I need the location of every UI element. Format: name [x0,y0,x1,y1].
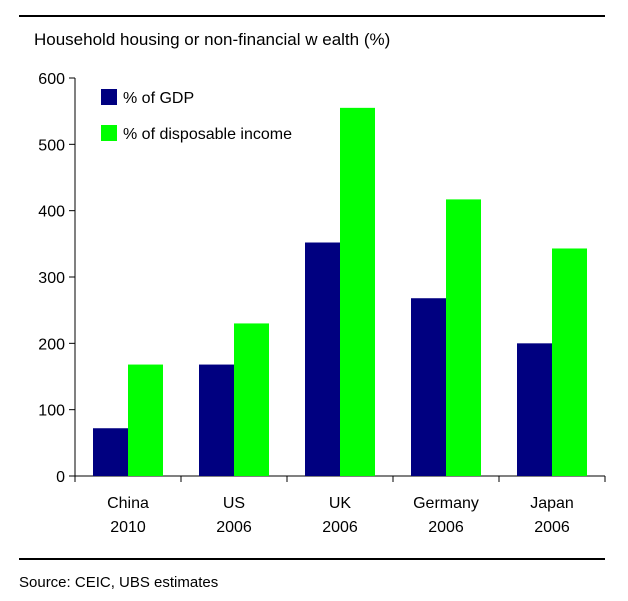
bar-gdp [199,364,234,476]
legend-label: % of GDP [123,90,194,107]
y-tick-label: 100 [38,403,65,420]
chart-title: Household housing or non-financial w eal… [34,30,391,49]
bar-disposable-income [446,199,481,476]
x-tick-label: 2006 [216,519,252,536]
y-tick-label: 0 [56,469,65,486]
legend-swatch [101,89,117,105]
y-tick-label: 500 [38,137,65,154]
bar-disposable-income [128,364,163,476]
x-tick-label: China [107,495,149,512]
x-tick-label: 2006 [322,519,358,536]
y-tick-label: 300 [38,270,65,287]
y-tick-label: 600 [38,71,65,88]
x-tick-label: UK [329,495,352,512]
x-tick-label: 2010 [110,519,146,536]
x-tick-label: Germany [413,495,479,512]
bar-disposable-income [552,248,587,476]
legend-swatch [101,125,117,141]
bar-gdp [93,428,128,476]
x-axis-labels: China 2010 US 2006 UK 2006 Germany 2006 Japan 200… [107,495,574,536]
y-tick-label: 400 [38,204,65,221]
chart-legend: % of GDP % of disposable income [101,89,292,143]
bar-disposable-income [234,323,269,476]
x-tick-label: 2006 [534,519,570,536]
x-tick-label: 2006 [428,519,464,536]
chart-bars [93,107,587,476]
legend-label: % of disposable income [123,126,292,143]
bar-gdp [411,298,446,476]
bar-gdp [305,242,340,476]
bottom-rule [19,558,605,560]
source-note: Source: CEIC, UBS estimates [19,574,219,591]
bar-disposable-income [340,107,375,476]
y-tick-label: 200 [38,336,65,353]
x-tick-label: Japan [530,495,574,512]
bar-gdp [517,343,552,476]
top-rule [19,15,605,17]
x-tick-label: US [223,495,245,512]
